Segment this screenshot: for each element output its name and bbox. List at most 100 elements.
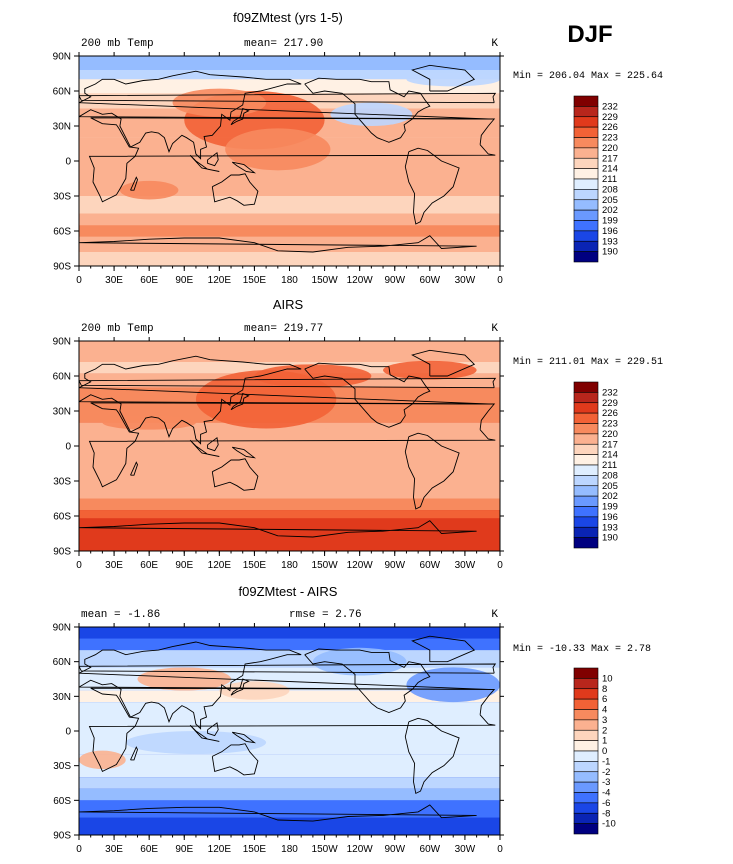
panel-left-label: 200 mb Temp (81, 323, 154, 335)
coastline (411, 349, 476, 377)
x-tick-label: 90W (384, 844, 405, 855)
colorbar-label: 211 (602, 460, 617, 471)
coastline (88, 117, 496, 203)
colorbar-swatch (573, 526, 599, 538)
panel-units: K (491, 38, 498, 50)
colorbar-label: 211 (602, 174, 617, 185)
colorbar-label: -10 (602, 819, 616, 830)
field-band (79, 788, 500, 801)
colorbar-label: 220 (602, 429, 618, 440)
colorbar-label: 214 (602, 164, 618, 175)
y-tick-label: 30S (53, 192, 71, 203)
colorbar-swatch (573, 761, 599, 773)
colorbar-swatch (573, 464, 599, 476)
colorbar-label: 223 (602, 419, 618, 430)
colorbar-swatch (573, 698, 599, 710)
coastline (231, 731, 257, 744)
min-max-stats: Min = 206.04 Max = 225.64 (513, 70, 663, 82)
field-band (79, 627, 500, 639)
field-blob (119, 180, 179, 200)
colorbar-swatch (573, 106, 599, 118)
colorbar-label: 217 (602, 439, 618, 450)
colorbar-swatch (573, 157, 599, 169)
colorbar-swatch (573, 137, 599, 149)
x-tick-label: 90W (384, 560, 405, 571)
field-band (79, 56, 500, 70)
colorbar-label: -3 (602, 777, 610, 788)
x-tick-label: 90W (384, 275, 405, 286)
colorbar-label: 202 (602, 491, 618, 502)
coastline (404, 432, 460, 510)
colorbar-swatch (573, 189, 599, 201)
y-tick-label: 60N (53, 372, 71, 383)
field-band (79, 518, 500, 540)
colorbar-label: 193 (602, 522, 618, 533)
panel-left-label: mean = -1.86 (81, 609, 160, 621)
x-tick-label: 180 (281, 275, 298, 286)
x-tick-label: 60W (420, 275, 441, 286)
field-band (79, 817, 500, 835)
colorbar-swatch (573, 688, 599, 700)
colorbar-swatch (573, 475, 599, 487)
coastline (211, 458, 259, 491)
colorbar-swatch (573, 126, 599, 138)
colorbar-label: -2 (602, 767, 610, 778)
y-tick-label: 30S (53, 761, 71, 772)
heatmap-field (79, 627, 500, 835)
colorbar-swatch (573, 678, 599, 690)
coastline (79, 663, 497, 674)
x-tick-label: 150E (243, 844, 267, 855)
x-tick-label: 180 (281, 560, 298, 571)
x-tick-label: 150W (312, 560, 339, 571)
colorbar-swatch (573, 485, 599, 497)
x-tick-label: 120W (347, 844, 374, 855)
panel-units: K (491, 609, 498, 621)
colorbar-swatch (573, 392, 599, 404)
colorbar-swatch (573, 381, 599, 393)
coastline (404, 147, 460, 225)
coastline (304, 648, 431, 713)
field-band (79, 341, 500, 362)
coastline (404, 717, 460, 795)
colorbar-label: 199 (602, 216, 618, 227)
colorbar-label: 226 (602, 122, 618, 133)
coastline (207, 722, 219, 737)
y-tick-label: 90N (53, 52, 71, 63)
y-tick-label: 90S (53, 262, 71, 273)
colorbar-swatch (573, 412, 599, 424)
panel-title: AIRS (273, 297, 304, 312)
x-tick-label: 60E (140, 560, 158, 571)
x-tick-label: 30W (455, 275, 476, 286)
colorbar-swatch (573, 667, 599, 679)
colorbar-swatch (573, 402, 599, 414)
field-band (79, 79, 500, 94)
colorbar-swatch (573, 709, 599, 721)
coastline (79, 355, 495, 445)
field-band (79, 690, 500, 703)
colorbar-label: 2 (602, 725, 607, 736)
x-tick-label: 150E (243, 560, 267, 571)
x-tick-label: 0 (76, 844, 82, 855)
field-band (79, 422, 500, 481)
coastline (88, 687, 496, 773)
colorbar-label: 232 (602, 387, 618, 398)
coastline (79, 92, 497, 104)
colorbar-swatch (573, 433, 599, 445)
colorbar-label: 4 (602, 705, 607, 716)
field-blob (125, 731, 267, 755)
x-tick-label: 150W (312, 275, 339, 286)
colorbar-label: 232 (602, 101, 618, 112)
colorbar-swatch (573, 454, 599, 466)
heatmap-field (79, 56, 500, 266)
colorbar-swatch (573, 240, 599, 252)
field-band (79, 225, 500, 237)
coastline (88, 402, 496, 488)
y-tick-label: 90N (53, 337, 71, 348)
y-tick-label: 0 (65, 157, 71, 168)
coastline (207, 437, 219, 452)
colorbar-swatch (573, 230, 599, 242)
x-tick-label: 30W (455, 560, 476, 571)
coastline (130, 176, 138, 191)
colorbar-label: 8 (602, 684, 607, 695)
colorbar-swatch (573, 729, 599, 741)
